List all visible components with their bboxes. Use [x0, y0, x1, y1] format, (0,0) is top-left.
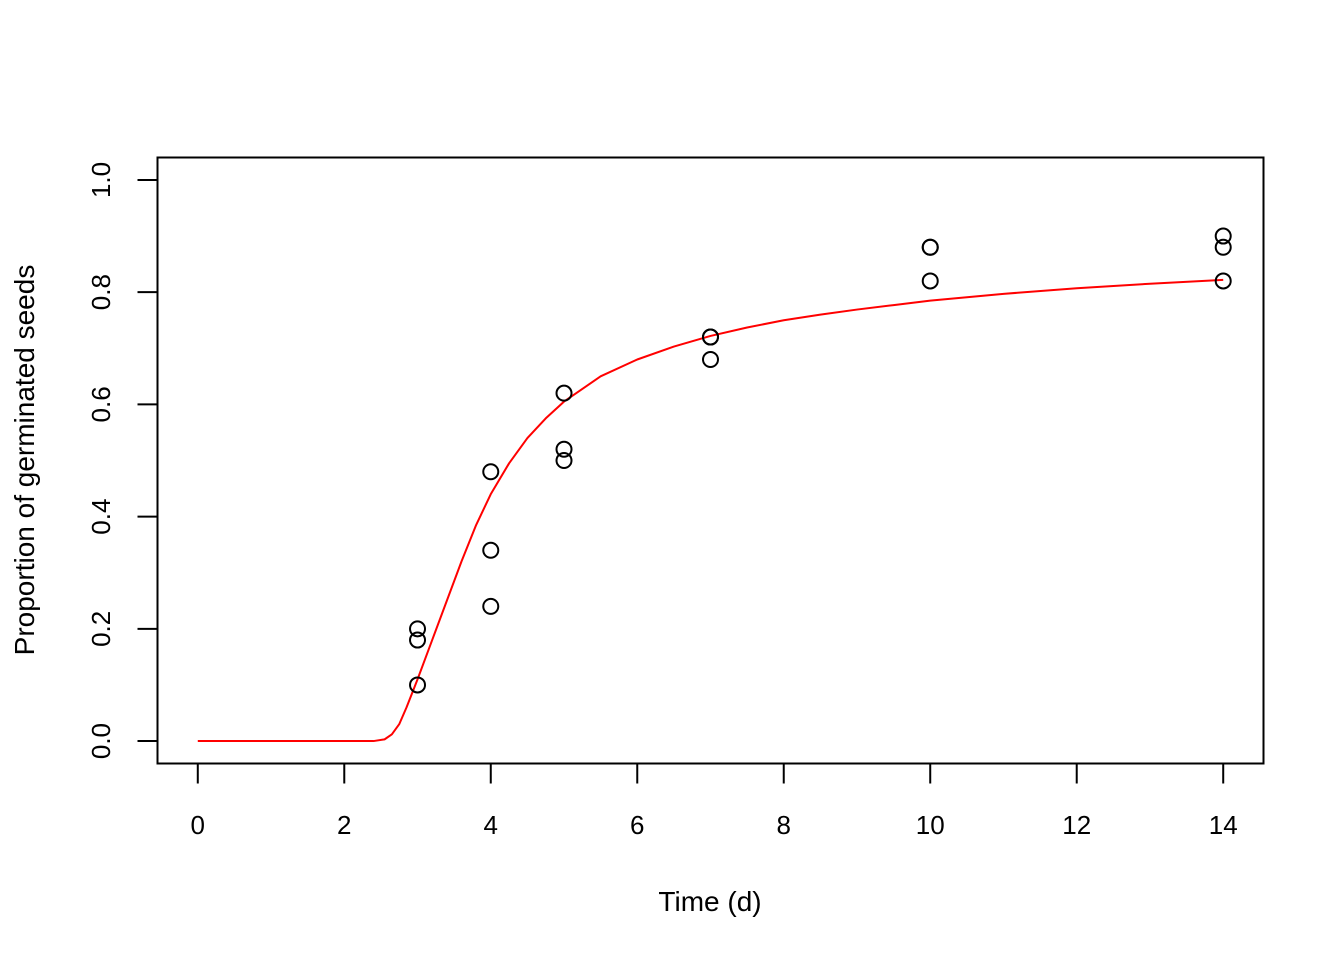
x-tick-label: 12	[1062, 810, 1091, 840]
data-point	[482, 541, 500, 559]
data-point	[482, 597, 500, 615]
x-tick-label: 4	[484, 810, 498, 840]
data-point	[921, 272, 939, 290]
data-point	[1214, 238, 1232, 256]
fitted-curve	[197, 278, 1224, 743]
data-point	[409, 676, 427, 694]
y-axis-title: Proportion of germinated seeds	[9, 265, 40, 656]
points-layer	[409, 227, 1232, 694]
x-tick-label: 0	[191, 810, 205, 840]
y-axis: 0.0 0.2 0.4 0.6 0.8 1.0	[86, 162, 159, 759]
data-point	[555, 452, 573, 469]
data-point	[409, 631, 427, 649]
x-axis-title: Time (d)	[658, 886, 761, 917]
y-tick-label: 0.2	[86, 611, 116, 647]
data-point	[1214, 272, 1232, 290]
data-point	[409, 620, 427, 638]
y-tick-label: 0.0	[86, 723, 116, 759]
data-point	[482, 463, 500, 481]
data-point	[702, 328, 719, 346]
y-tick-label: 0.8	[86, 274, 116, 310]
data-point	[702, 351, 719, 368]
y-tick-label: 0.4	[86, 499, 116, 535]
y-tick-label: 1.0	[86, 162, 116, 198]
x-tick-label: 8	[777, 810, 791, 840]
x-axis: 0 2 4 6 8 10 12 14	[191, 762, 1238, 840]
x-tick-label: 10	[916, 810, 945, 840]
plot-frame	[156, 156, 1265, 765]
x-tick-label: 2	[337, 810, 351, 840]
data-point	[921, 238, 939, 256]
data-point	[555, 440, 573, 458]
data-point	[1214, 227, 1232, 245]
x-tick-label: 14	[1209, 810, 1238, 840]
fitted-curve-layer	[197, 278, 1224, 743]
data-point	[555, 384, 573, 402]
x-tick-label: 6	[630, 810, 644, 840]
y-tick-label: 0.6	[86, 386, 116, 422]
